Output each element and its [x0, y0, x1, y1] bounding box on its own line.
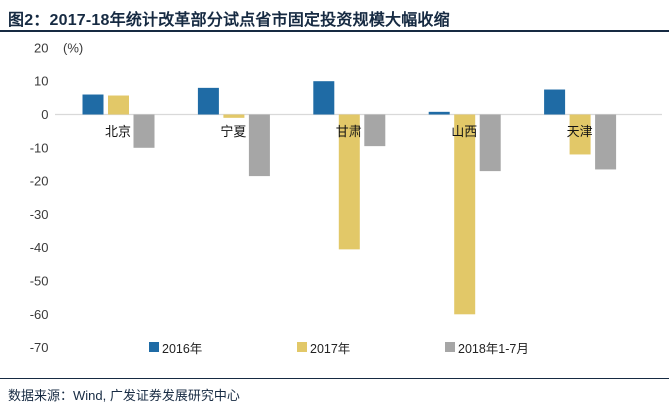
legend-label: 2016年 — [162, 341, 203, 356]
legend-label: 2017年 — [310, 341, 351, 356]
chart-legend: 2016年 2017年 2018年1-7月 — [0, 340, 669, 356]
bar — [454, 114, 476, 315]
y-tick-label: -10 — [30, 140, 49, 155]
bar — [223, 114, 245, 118]
bar — [108, 95, 129, 115]
legend-item: 2017年 — [297, 340, 351, 356]
footer-divider — [0, 378, 669, 379]
bar — [595, 114, 617, 170]
figure-title: 图2：2017-18年统计改革部分试点省市固定投资规模大幅收缩 — [8, 12, 450, 29]
bar — [479, 114, 501, 172]
y-tick-label: -40 — [30, 240, 49, 255]
data-source: 数据来源：Wind, 广发证券发展研究中心 — [8, 388, 240, 403]
category-label: 北京 — [105, 124, 131, 139]
category-label: 山西 — [451, 124, 477, 139]
bar — [544, 89, 566, 115]
y-tick-label: -70 — [30, 340, 49, 355]
category-label: 甘肃 — [336, 124, 362, 139]
y-tick-label: -20 — [30, 174, 49, 189]
bar — [197, 87, 219, 115]
legend-label: 2018年1-7月 — [458, 341, 529, 356]
y-tick-label: 20 — [34, 40, 48, 55]
title-divider — [0, 30, 669, 32]
bar — [82, 94, 104, 115]
legend-swatch-icon — [149, 342, 159, 352]
legend-swatch-icon — [445, 342, 455, 352]
y-tick-label: 0 — [41, 107, 48, 122]
y-tick-label: -60 — [30, 307, 49, 322]
bar — [248, 114, 270, 177]
y-tick-label: -30 — [30, 207, 49, 222]
bar — [338, 114, 360, 250]
y-tick-label: 10 — [34, 74, 48, 89]
legend-item: 2016年 — [149, 340, 203, 356]
y-axis-unit-label: (%) — [63, 41, 83, 56]
category-label: 宁夏 — [220, 124, 246, 139]
category-label: 天津 — [567, 124, 593, 139]
bar — [313, 81, 335, 115]
legend-swatch-icon — [297, 342, 307, 352]
y-tick-label: -50 — [30, 274, 49, 289]
bar-chart: 20 10 0 -10 -20 -30 -40 -50 -60 -70 (%) 北京 宁夏 甘肃 山西 天津 — [30, 40, 662, 355]
bar — [569, 114, 591, 155]
bar — [428, 111, 450, 115]
bar — [364, 114, 386, 147]
legend-item: 2018年1-7月 — [445, 340, 529, 356]
bar — [133, 114, 155, 148]
